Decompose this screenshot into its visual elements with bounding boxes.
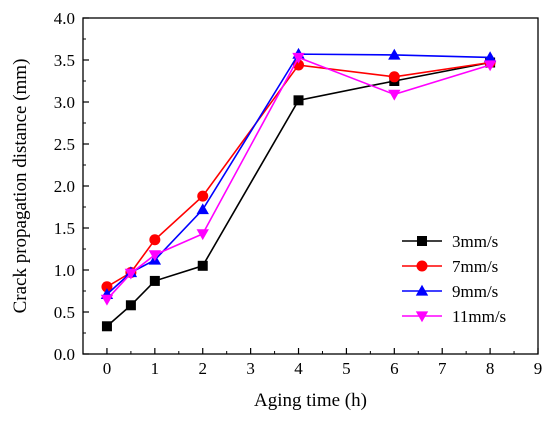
data-point <box>483 51 497 63</box>
data-point <box>292 52 305 64</box>
data-point <box>388 89 401 101</box>
data-point <box>293 95 304 106</box>
legend-item: 7mm/s <box>402 257 498 276</box>
data-point <box>388 71 400 83</box>
y-tick-label: 1.5 <box>54 219 75 238</box>
data-point <box>124 268 138 280</box>
legend-label: 7mm/s <box>452 257 498 276</box>
series-4 <box>100 52 497 306</box>
y-tick-label: 3.0 <box>54 93 75 112</box>
series-line <box>106 53 491 295</box>
data-point <box>125 300 136 311</box>
x-tick-label: 4 <box>294 359 303 378</box>
legend-item: 3mm/s <box>402 232 498 251</box>
legend-marker <box>415 311 429 323</box>
data-point <box>196 229 209 241</box>
data-point <box>100 294 114 306</box>
y-tick-label: 3.5 <box>54 51 75 70</box>
series-group <box>100 47 497 332</box>
y-tick-label: 2.5 <box>54 135 75 154</box>
series-2 <box>101 57 496 293</box>
legend: 3mm/s 7mm/s 9mm/s 11mm/s <box>402 232 506 326</box>
legend-item: 9mm/s <box>402 282 498 301</box>
x-tick-label: 6 <box>390 359 399 378</box>
data-point <box>101 281 113 293</box>
x-tick-label: 0 <box>103 359 112 378</box>
data-point <box>197 190 209 202</box>
y-tick-label: 0.5 <box>54 303 75 322</box>
legend-marker <box>415 284 429 296</box>
data-point <box>388 48 401 60</box>
plot-frame <box>82 17 539 355</box>
y-tick-label: 4.0 <box>54 9 75 28</box>
data-point <box>196 203 209 215</box>
y-axis-title: Crack propagation distance (mm) <box>10 59 31 314</box>
series-3 <box>100 47 497 300</box>
legend-item: 11mm/s <box>402 307 506 326</box>
x-tick-label: 9 <box>534 359 543 378</box>
legend-label: 9mm/s <box>452 282 498 301</box>
data-point <box>149 234 161 246</box>
x-tick-label: 2 <box>198 359 207 378</box>
legend-label: 11mm/s <box>452 307 506 326</box>
x-tick-label: 8 <box>486 359 495 378</box>
legend-label: 3mm/s <box>452 232 498 251</box>
y-tick-label: 0.0 <box>54 345 75 364</box>
data-point <box>148 250 162 262</box>
data-point <box>483 60 497 72</box>
x-tick-label: 1 <box>151 359 160 378</box>
data-point <box>149 275 160 286</box>
x-tick-label: 3 <box>246 359 255 378</box>
data-point <box>101 321 112 332</box>
x-tick-label: 5 <box>342 359 351 378</box>
series-line <box>106 56 491 300</box>
y-tick-label: 1.0 <box>54 261 75 280</box>
x-tick-label: 7 <box>438 359 447 378</box>
data-point <box>197 260 208 271</box>
axes: 0 1 2 3 4 5 6 7 8 9 0.0 0.5 1.0 1.5 2.0 2.5 3.0 3.5 4.0 <box>54 9 543 378</box>
y-tick-label: 2.0 <box>54 177 75 196</box>
legend-marker <box>417 236 427 246</box>
legend-marker <box>416 260 428 272</box>
x-axis-title: Aging time (h) <box>254 390 367 411</box>
